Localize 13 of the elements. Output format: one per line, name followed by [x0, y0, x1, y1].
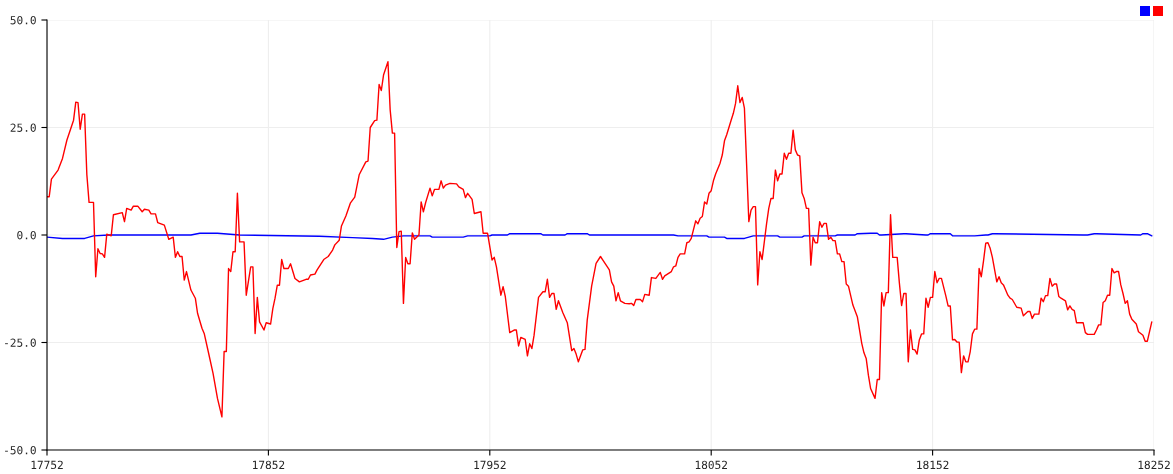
x-tick-label: 17952	[474, 460, 506, 470]
x-tick-label: 17752	[31, 460, 63, 470]
x-tick-label: 18052	[695, 460, 727, 470]
y-tick-label: -25.0	[5, 338, 36, 347]
x-tick-label: 18252	[1138, 460, 1170, 470]
y-tick-label: 0.0	[17, 231, 36, 240]
line-series	[47, 232, 1153, 240]
x-tick-label: 18152	[917, 460, 949, 470]
y-tick-label: 50.0	[10, 16, 36, 25]
y-tick-label: 25.0	[10, 123, 36, 132]
x-tick-label: 17852	[253, 460, 285, 470]
line-series	[47, 61, 1153, 418]
y-tick-label: -50.0	[5, 446, 36, 455]
